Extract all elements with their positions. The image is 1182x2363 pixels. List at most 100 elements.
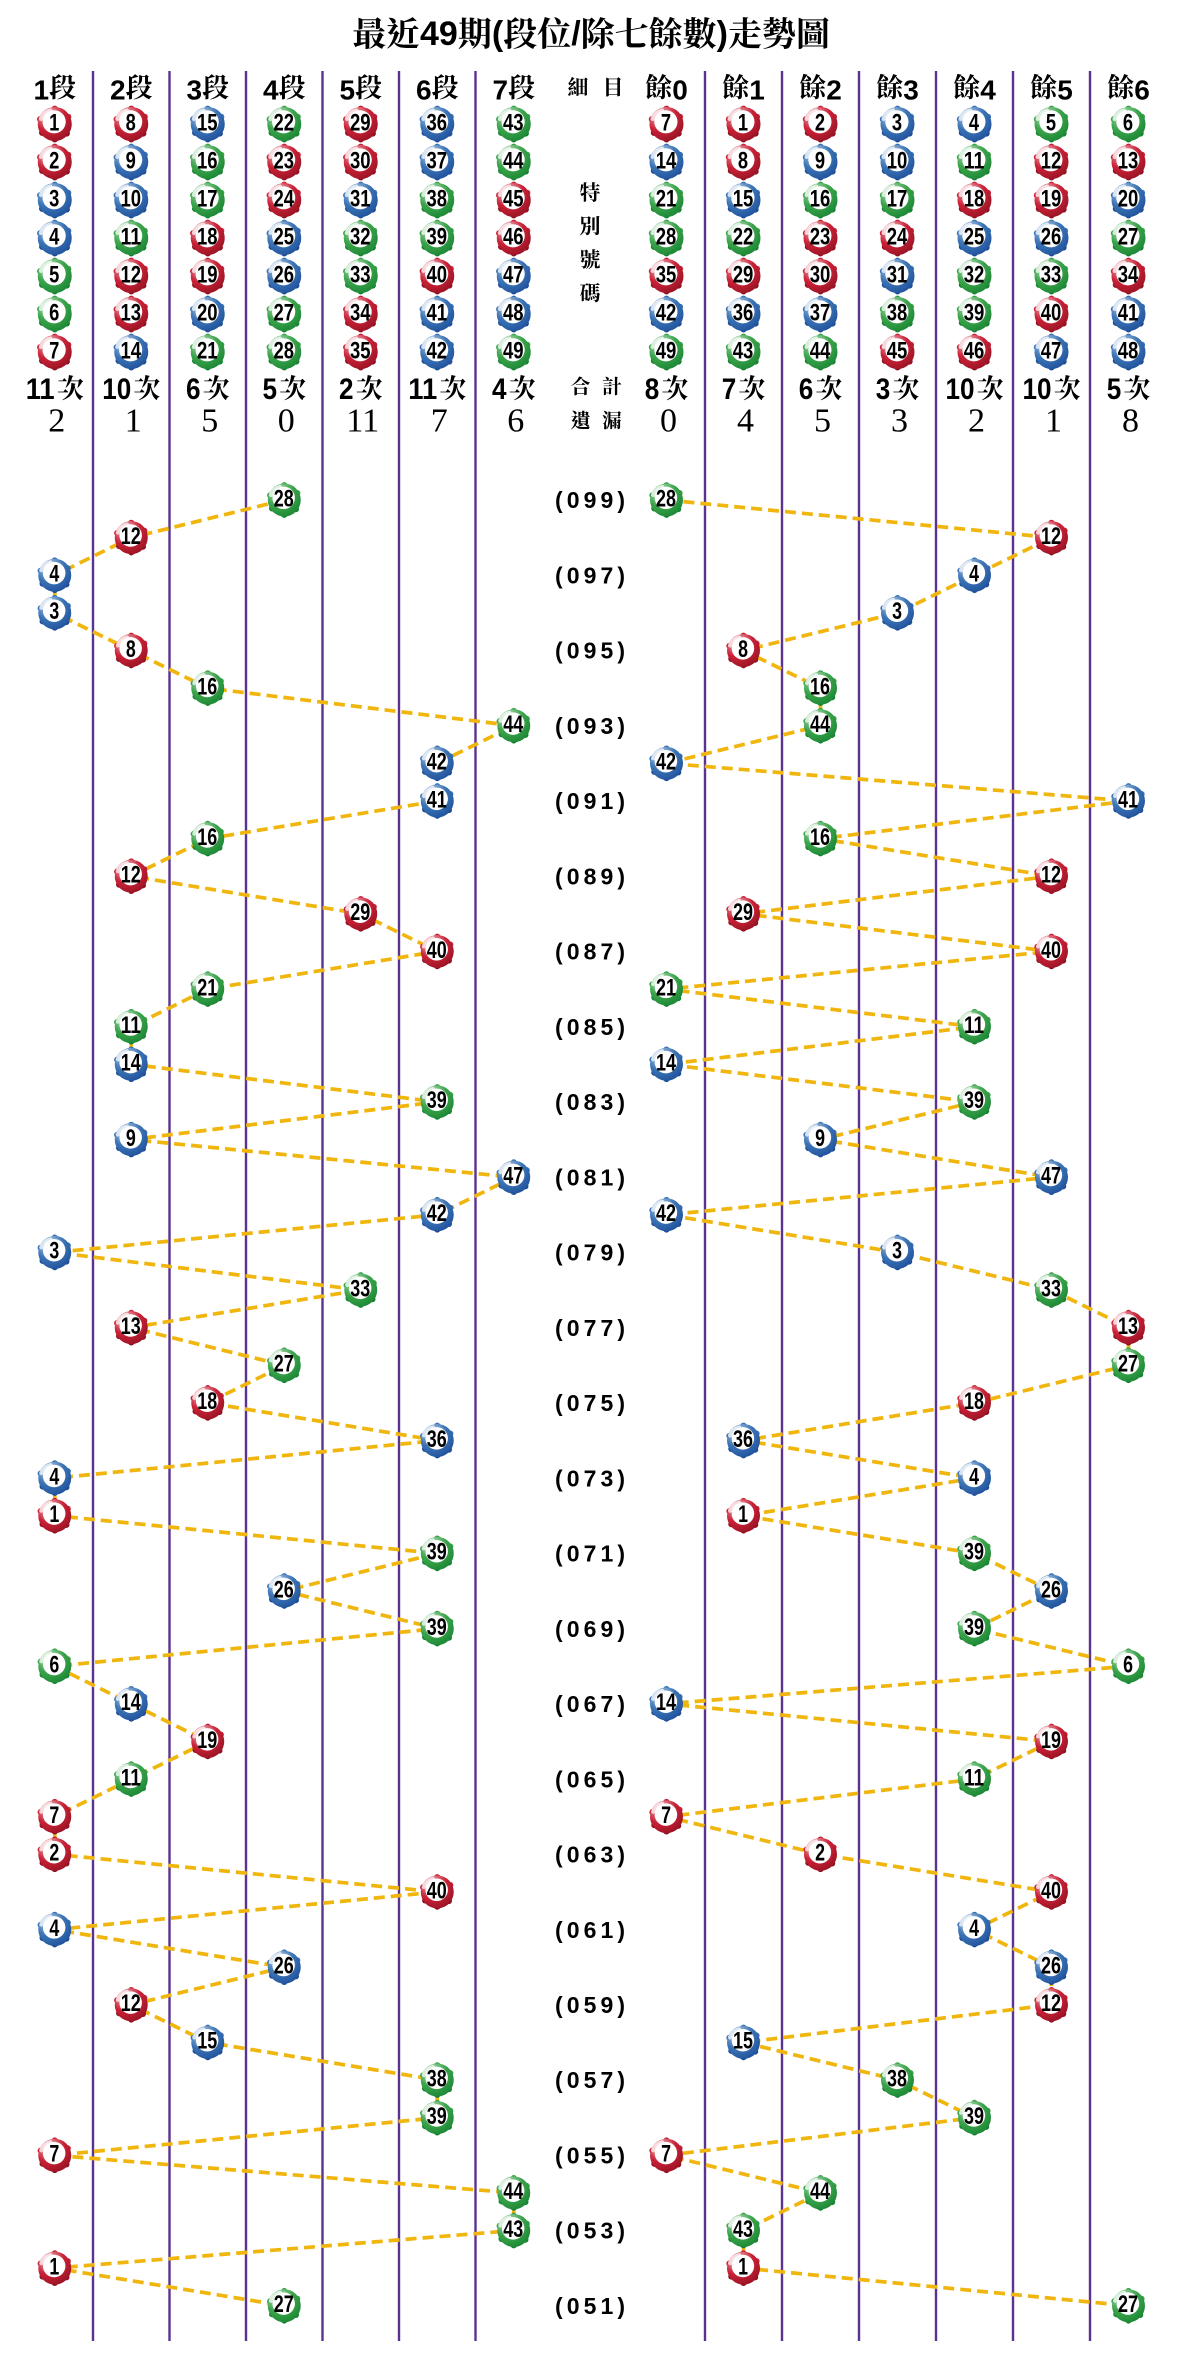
svg-text:6: 6 bbox=[49, 1652, 59, 1679]
svg-text:28: 28 bbox=[656, 485, 676, 512]
svg-text:29: 29 bbox=[350, 110, 371, 137]
svg-text:18: 18 bbox=[964, 186, 985, 213]
svg-text:42: 42 bbox=[427, 1200, 447, 1227]
svg-text:12: 12 bbox=[121, 1990, 141, 2017]
svg-text:20: 20 bbox=[1118, 186, 1139, 213]
svg-text:8: 8 bbox=[1122, 403, 1139, 440]
svg-text:36: 36 bbox=[733, 300, 754, 327]
svg-text:44: 44 bbox=[503, 711, 524, 738]
svg-text:47: 47 bbox=[503, 1162, 523, 1189]
svg-text:3: 3 bbox=[187, 75, 203, 106]
svg-text:10: 10 bbox=[887, 148, 908, 175]
svg-text:48: 48 bbox=[503, 300, 524, 327]
svg-text:4: 4 bbox=[49, 1915, 59, 1942]
svg-text:12: 12 bbox=[1041, 1990, 1061, 2017]
svg-text:43: 43 bbox=[503, 110, 524, 137]
svg-text:44: 44 bbox=[810, 2178, 831, 2205]
svg-text:26: 26 bbox=[1041, 1576, 1061, 1603]
svg-text:4: 4 bbox=[969, 561, 979, 588]
svg-text:10: 10 bbox=[946, 373, 975, 406]
svg-text:10: 10 bbox=[102, 373, 131, 406]
svg-text:1: 1 bbox=[125, 403, 142, 440]
svg-text:45: 45 bbox=[887, 338, 908, 365]
svg-text:8: 8 bbox=[645, 373, 660, 406]
svg-text:16: 16 bbox=[810, 824, 830, 851]
svg-text:38: 38 bbox=[426, 186, 447, 213]
svg-text:33: 33 bbox=[1041, 262, 1062, 289]
svg-text:11: 11 bbox=[964, 1012, 984, 1039]
svg-text:11: 11 bbox=[346, 403, 379, 440]
svg-text:9: 9 bbox=[815, 148, 825, 175]
svg-text:8: 8 bbox=[126, 110, 136, 137]
svg-text:38: 38 bbox=[887, 2065, 907, 2092]
svg-text:40: 40 bbox=[1041, 1877, 1061, 1904]
svg-text:3: 3 bbox=[903, 75, 919, 106]
svg-text:15: 15 bbox=[197, 110, 218, 137]
svg-text:33: 33 bbox=[350, 1275, 370, 1302]
svg-text:29: 29 bbox=[350, 899, 370, 926]
svg-text:38: 38 bbox=[887, 300, 908, 327]
svg-text:20: 20 bbox=[197, 300, 218, 327]
svg-text:46: 46 bbox=[964, 338, 985, 365]
svg-text:26: 26 bbox=[273, 262, 294, 289]
svg-text:1: 1 bbox=[49, 2253, 59, 2280]
svg-text:6: 6 bbox=[799, 373, 814, 406]
svg-text:42: 42 bbox=[656, 749, 676, 776]
svg-text:27: 27 bbox=[274, 2291, 294, 2318]
svg-text:36: 36 bbox=[427, 1426, 447, 1453]
svg-text:): ) bbox=[717, 15, 728, 53]
svg-text:13: 13 bbox=[120, 300, 141, 327]
svg-text:32: 32 bbox=[964, 262, 985, 289]
svg-text:49: 49 bbox=[420, 15, 458, 53]
svg-text:1: 1 bbox=[738, 110, 748, 137]
svg-text:43: 43 bbox=[733, 338, 754, 365]
svg-text:42: 42 bbox=[426, 338, 447, 365]
svg-text:40: 40 bbox=[1041, 300, 1062, 327]
svg-text:34: 34 bbox=[350, 300, 371, 327]
svg-text:5: 5 bbox=[340, 75, 356, 106]
svg-text:40: 40 bbox=[427, 937, 447, 964]
svg-text:21: 21 bbox=[656, 186, 677, 213]
svg-text:49: 49 bbox=[503, 338, 524, 365]
svg-text:5: 5 bbox=[201, 403, 218, 440]
svg-text:37: 37 bbox=[810, 300, 831, 327]
svg-text:30: 30 bbox=[810, 262, 831, 289]
svg-text:5: 5 bbox=[263, 373, 278, 406]
svg-text:36: 36 bbox=[426, 110, 447, 137]
svg-text:39: 39 bbox=[964, 1614, 984, 1641]
svg-text:5: 5 bbox=[1057, 75, 1073, 106]
svg-text:27: 27 bbox=[1118, 1351, 1138, 1378]
svg-text:21: 21 bbox=[197, 974, 217, 1001]
svg-text:7: 7 bbox=[661, 110, 671, 137]
svg-text:49: 49 bbox=[656, 338, 677, 365]
svg-text:1: 1 bbox=[749, 75, 765, 106]
svg-text:6: 6 bbox=[507, 403, 524, 440]
svg-text:12: 12 bbox=[1041, 148, 1062, 175]
svg-text:12: 12 bbox=[120, 262, 141, 289]
svg-text:18: 18 bbox=[197, 1388, 217, 1415]
svg-text:2: 2 bbox=[339, 373, 354, 406]
svg-text:2: 2 bbox=[48, 403, 65, 440]
svg-text:43: 43 bbox=[733, 2216, 753, 2243]
svg-text:11: 11 bbox=[120, 224, 141, 251]
svg-text:9: 9 bbox=[126, 1125, 136, 1152]
svg-text:13: 13 bbox=[1118, 148, 1139, 175]
svg-text:11: 11 bbox=[121, 1012, 141, 1039]
svg-text:21: 21 bbox=[197, 338, 218, 365]
svg-text:39: 39 bbox=[964, 2103, 984, 2130]
svg-text:2: 2 bbox=[968, 403, 985, 440]
svg-text:47: 47 bbox=[503, 262, 524, 289]
svg-text:40: 40 bbox=[427, 1877, 447, 1904]
svg-text:7: 7 bbox=[661, 2141, 671, 2168]
svg-text:28: 28 bbox=[273, 338, 294, 365]
svg-text:6: 6 bbox=[49, 300, 59, 327]
svg-text:39: 39 bbox=[427, 1539, 447, 1566]
svg-text:6: 6 bbox=[1134, 75, 1150, 106]
svg-text:1: 1 bbox=[34, 75, 50, 106]
svg-text:44: 44 bbox=[810, 711, 831, 738]
svg-text:29: 29 bbox=[733, 899, 753, 926]
svg-text:14: 14 bbox=[656, 1050, 677, 1077]
svg-text:28: 28 bbox=[274, 485, 294, 512]
svg-text:15: 15 bbox=[197, 2028, 217, 2055]
svg-text:28: 28 bbox=[656, 224, 677, 251]
